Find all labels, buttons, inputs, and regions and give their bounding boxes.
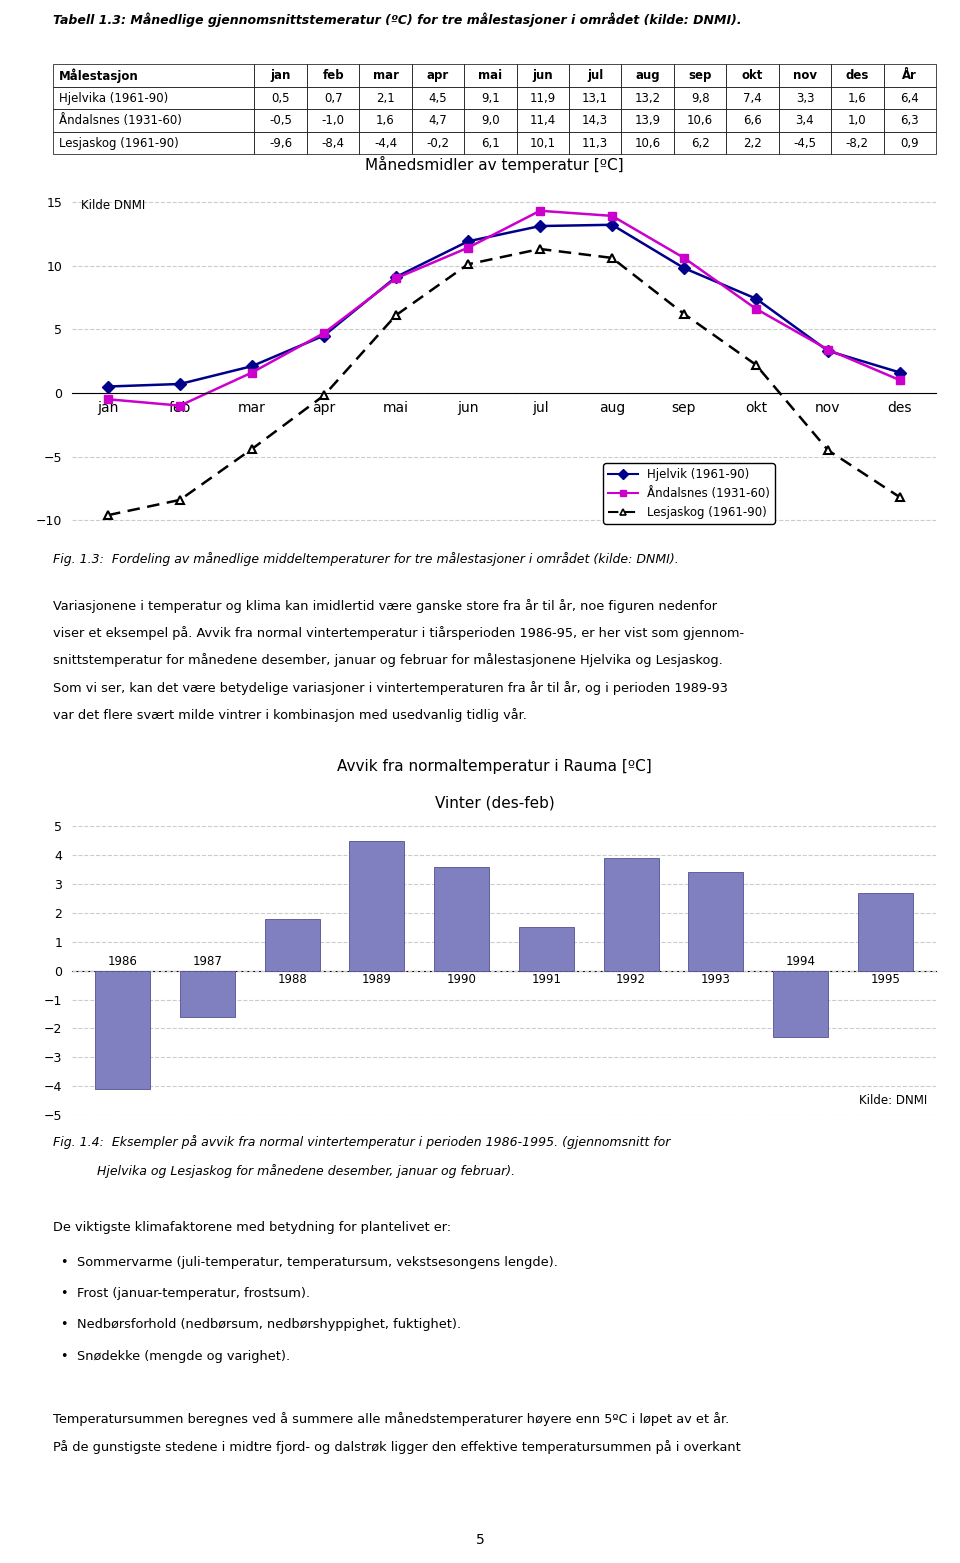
Bar <box>518 927 574 971</box>
Lesjaskog (1961-90) <box>102 506 114 525</box>
Text: 1987: 1987 <box>193 955 223 969</box>
Hjelvik (1961-90) <box>319 327 330 345</box>
Åndalsnes (1931-60) <box>102 389 114 408</box>
Hjelvik (1961-90) <box>822 341 833 359</box>
Text: 1991: 1991 <box>531 972 562 986</box>
Åndalsnes (1931-60) <box>751 300 762 319</box>
Lesjaskog (1961-90) <box>463 255 474 274</box>
Åndalsnes (1931-60) <box>319 324 330 342</box>
Text: •: • <box>60 1257 68 1269</box>
Lesjaskog (1961-90) <box>822 441 833 460</box>
Text: De viktigste klimafaktorene med betydning for plantelivet er:: De viktigste klimafaktorene med betydnin… <box>53 1222 451 1235</box>
Text: Snødekke (mengde og varighet).: Snødekke (mengde og varighet). <box>77 1350 290 1363</box>
Legend: Hjelvik (1961-90), Åndalsnes (1931-60), Lesjaskog (1961-90): Hjelvik (1961-90), Åndalsnes (1931-60), … <box>603 463 775 524</box>
Bar <box>349 841 404 971</box>
Hjelvik (1961-90) <box>102 377 114 395</box>
Text: Frost (januar-temperatur, frostsum).: Frost (januar-temperatur, frostsum). <box>77 1288 310 1300</box>
Text: Avvik fra normaltemperatur i Rauma [ºC]: Avvik fra normaltemperatur i Rauma [ºC] <box>337 760 652 775</box>
Text: Kilde: DNMI: Kilde: DNMI <box>859 1094 927 1107</box>
Text: 1995: 1995 <box>870 972 900 986</box>
Bar <box>180 971 235 1018</box>
Åndalsnes (1931-60) <box>822 341 833 359</box>
Bar <box>434 866 490 971</box>
Text: var det flere svært milde vintrer i kombinasjon med usedvanlig tidlig vår.: var det flere svært milde vintrer i komb… <box>53 708 527 722</box>
Text: 1988: 1988 <box>277 972 307 986</box>
Text: 1992: 1992 <box>616 972 646 986</box>
Bar <box>857 892 913 971</box>
Text: Kilde DNMI: Kilde DNMI <box>81 200 145 213</box>
Åndalsnes (1931-60) <box>678 249 689 267</box>
Text: snittstemperatur for månedene desember, januar og februar for målestasjonene Hje: snittstemperatur for månedene desember, … <box>53 653 723 667</box>
Lesjaskog (1961-90) <box>175 491 186 510</box>
Text: •: • <box>60 1350 68 1363</box>
Bar <box>604 858 659 971</box>
Lesjaskog (1961-90) <box>895 488 906 506</box>
Lesjaskog (1961-90) <box>678 305 689 324</box>
Text: viser et eksempel på. Avvik fra normal vintertemperatur i tiårsperioden 1986-95,: viser et eksempel på. Avvik fra normal v… <box>53 625 744 639</box>
Hjelvik (1961-90) <box>678 259 689 278</box>
Lesjaskog (1961-90) <box>751 355 762 374</box>
Lesjaskog (1961-90) <box>534 239 545 258</box>
Åndalsnes (1931-60) <box>895 370 906 389</box>
Åndalsnes (1931-60) <box>607 206 618 225</box>
Text: 1994: 1994 <box>785 955 815 969</box>
Åndalsnes (1931-60) <box>246 363 257 381</box>
Text: Nedbørsforhold (nedbørsum, nedbørshyppighet, fuktighet).: Nedbørsforhold (nedbørsum, nedbørshyppig… <box>77 1319 461 1332</box>
Bar <box>773 971 828 1038</box>
Text: Månedsmidler av temperatur [ºC]: Månedsmidler av temperatur [ºC] <box>365 156 624 173</box>
Text: Som vi ser, kan det være betydelige variasjoner i vintertemperaturen fra år til : Som vi ser, kan det være betydelige vari… <box>53 681 728 694</box>
Bar <box>95 971 151 1089</box>
Text: 5: 5 <box>475 1533 485 1547</box>
Hjelvik (1961-90) <box>607 216 618 234</box>
Text: 1986: 1986 <box>108 955 138 969</box>
Hjelvik (1961-90) <box>246 356 257 375</box>
Lesjaskog (1961-90) <box>246 439 257 458</box>
Text: 1990: 1990 <box>446 972 476 986</box>
Text: 1989: 1989 <box>362 972 392 986</box>
Lesjaskog (1961-90) <box>319 386 330 405</box>
Line: Åndalsnes (1931-60): Åndalsnes (1931-60) <box>104 206 904 410</box>
Hjelvik (1961-90) <box>175 375 186 394</box>
Text: 1993: 1993 <box>701 972 731 986</box>
Text: Vinter (des-feb): Vinter (des-feb) <box>435 796 554 811</box>
Text: Hjelvika og Lesjaskog for månedene desember, januar og februar).: Hjelvika og Lesjaskog for månedene desem… <box>53 1163 515 1177</box>
Hjelvik (1961-90) <box>895 363 906 381</box>
Text: Temperatursummen beregnes ved å summere alle månedstemperaturer høyere enn 5ºC i: Temperatursummen beregnes ved å summere … <box>53 1413 729 1425</box>
Text: På de gunstigste stedene i midtre fjord- og dalstrøk ligger den effektive temper: På de gunstigste stedene i midtre fjord-… <box>53 1441 740 1454</box>
Text: Sommervarme (juli-temperatur, temperatursum, vekstsesongens lengde).: Sommervarme (juli-temperatur, temperatur… <box>77 1257 558 1269</box>
Text: Fig. 1.3:  Fordeling av månedlige middeltemperaturer for tre målestasjoner i omr: Fig. 1.3: Fordeling av månedlige middelt… <box>53 552 679 566</box>
Hjelvik (1961-90) <box>534 217 545 236</box>
Åndalsnes (1931-60) <box>390 269 401 288</box>
Line: Lesjaskog (1961-90): Lesjaskog (1961-90) <box>104 245 904 519</box>
Text: Fig. 1.4:  Eksempler på avvik fra normal vintertemperatur i perioden 1986-1995. : Fig. 1.4: Eksempler på avvik fra normal … <box>53 1135 670 1149</box>
Text: Tabell 1.3: Månedlige gjennomsnittstemeratur (ºC) for tre målestasjoner i område: Tabell 1.3: Månedlige gjennomsnittstemer… <box>53 13 741 27</box>
Hjelvik (1961-90) <box>463 231 474 250</box>
Åndalsnes (1931-60) <box>175 397 186 416</box>
Text: •: • <box>60 1288 68 1300</box>
Text: Variasjonene i temperatur og klima kan imidlertid være ganske store fra år til å: Variasjonene i temperatur og klima kan i… <box>53 599 717 613</box>
Text: •: • <box>60 1319 68 1332</box>
Lesjaskog (1961-90) <box>390 306 401 325</box>
Bar <box>688 872 743 971</box>
Åndalsnes (1931-60) <box>534 202 545 220</box>
Bar <box>265 919 320 971</box>
Åndalsnes (1931-60) <box>463 238 474 256</box>
Lesjaskog (1961-90) <box>607 249 618 267</box>
Hjelvik (1961-90) <box>751 289 762 308</box>
Hjelvik (1961-90) <box>390 267 401 286</box>
Line: Hjelvik (1961-90): Hjelvik (1961-90) <box>104 220 904 391</box>
